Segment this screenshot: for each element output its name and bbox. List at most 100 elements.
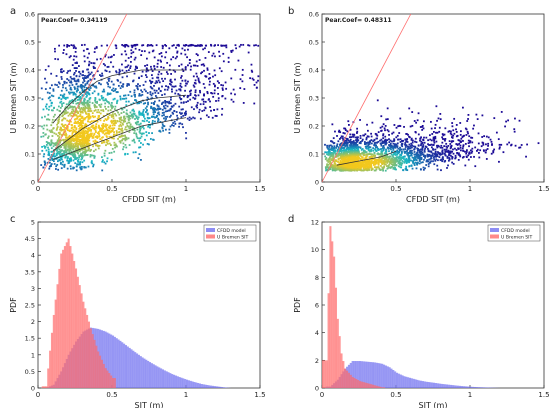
density-point — [120, 129, 123, 132]
density-point — [96, 58, 98, 61]
density-point — [47, 113, 50, 116]
density-point — [79, 72, 82, 75]
density-point — [365, 163, 368, 166]
density-point — [153, 89, 156, 92]
density-point — [161, 102, 164, 104]
density-point — [334, 168, 337, 171]
density-point — [158, 81, 161, 84]
density-point — [150, 65, 152, 68]
density-point — [361, 158, 364, 161]
density-point — [414, 161, 417, 164]
density-point — [73, 122, 76, 124]
density-point — [447, 151, 449, 153]
density-point — [95, 131, 97, 133]
density-point — [428, 155, 430, 157]
density-point — [324, 151, 327, 154]
density-point — [436, 168, 439, 171]
density-point — [457, 148, 460, 150]
density-point — [332, 150, 335, 153]
density-point — [53, 143, 56, 145]
density-point — [209, 100, 211, 103]
density-point — [239, 87, 242, 90]
density-point — [423, 141, 426, 144]
density-point — [135, 135, 138, 138]
density-point — [433, 141, 436, 144]
density-point — [109, 109, 112, 112]
density-point — [75, 83, 78, 86]
histogram-bar — [62, 249, 65, 388]
density-point — [360, 148, 363, 151]
density-point — [71, 134, 74, 137]
density-point — [144, 74, 147, 76]
density-point — [411, 156, 414, 159]
density-point — [118, 120, 121, 123]
density-point — [67, 114, 70, 117]
histogram-bar — [167, 372, 170, 388]
density-point — [415, 167, 418, 170]
density-point — [124, 44, 126, 47]
density-point — [405, 162, 408, 164]
density-point — [178, 105, 181, 108]
density-point — [324, 158, 327, 161]
density-point — [51, 159, 54, 161]
density-point — [69, 149, 72, 152]
density-point — [54, 47, 56, 50]
density-point — [59, 110, 61, 113]
density-point — [442, 134, 445, 137]
density-point — [50, 129, 53, 132]
density-point — [393, 151, 396, 154]
histogram-bar — [161, 369, 164, 388]
density-point — [419, 137, 422, 140]
density-point — [133, 132, 136, 135]
density-point — [122, 83, 125, 86]
y-tick-label: 1 — [31, 351, 35, 359]
density-point — [96, 102, 98, 104]
density-point — [187, 100, 189, 103]
density-point — [199, 89, 201, 92]
density-point — [358, 157, 361, 160]
density-point — [127, 125, 130, 128]
histogram-bar — [108, 333, 111, 388]
density-point — [369, 146, 372, 149]
density-point — [107, 78, 110, 80]
density-point — [88, 60, 91, 63]
density-point — [75, 47, 77, 50]
histogram-bar — [139, 356, 142, 388]
density-point — [407, 157, 410, 160]
density-point — [375, 168, 378, 171]
density-point — [183, 95, 185, 98]
density-point — [57, 143, 60, 146]
density-point — [396, 134, 399, 137]
density-point — [363, 150, 365, 153]
density-point — [339, 142, 342, 145]
density-point — [86, 68, 89, 71]
density-point — [482, 142, 485, 145]
density-point — [490, 140, 493, 143]
density-point — [328, 146, 331, 148]
density-point — [384, 124, 387, 127]
density-point — [74, 120, 77, 123]
histogram-bar — [49, 350, 52, 388]
density-point — [481, 114, 484, 117]
density-point — [72, 156, 75, 158]
density-point — [134, 114, 137, 117]
density-point — [178, 125, 180, 128]
density-point — [85, 76, 88, 78]
density-point — [408, 161, 410, 164]
density-point — [189, 68, 192, 71]
density-point — [356, 149, 359, 152]
density-point — [425, 136, 428, 139]
density-point — [468, 152, 470, 155]
density-point — [174, 78, 176, 81]
density-point — [69, 119, 71, 122]
density-point — [101, 160, 104, 163]
density-point — [68, 101, 71, 104]
density-point — [343, 162, 345, 165]
density-point — [74, 137, 76, 140]
density-point — [432, 137, 435, 140]
density-point — [164, 44, 167, 46]
density-point — [410, 153, 413, 156]
density-point — [58, 152, 61, 155]
density-point — [75, 148, 77, 150]
density-point — [358, 142, 361, 144]
